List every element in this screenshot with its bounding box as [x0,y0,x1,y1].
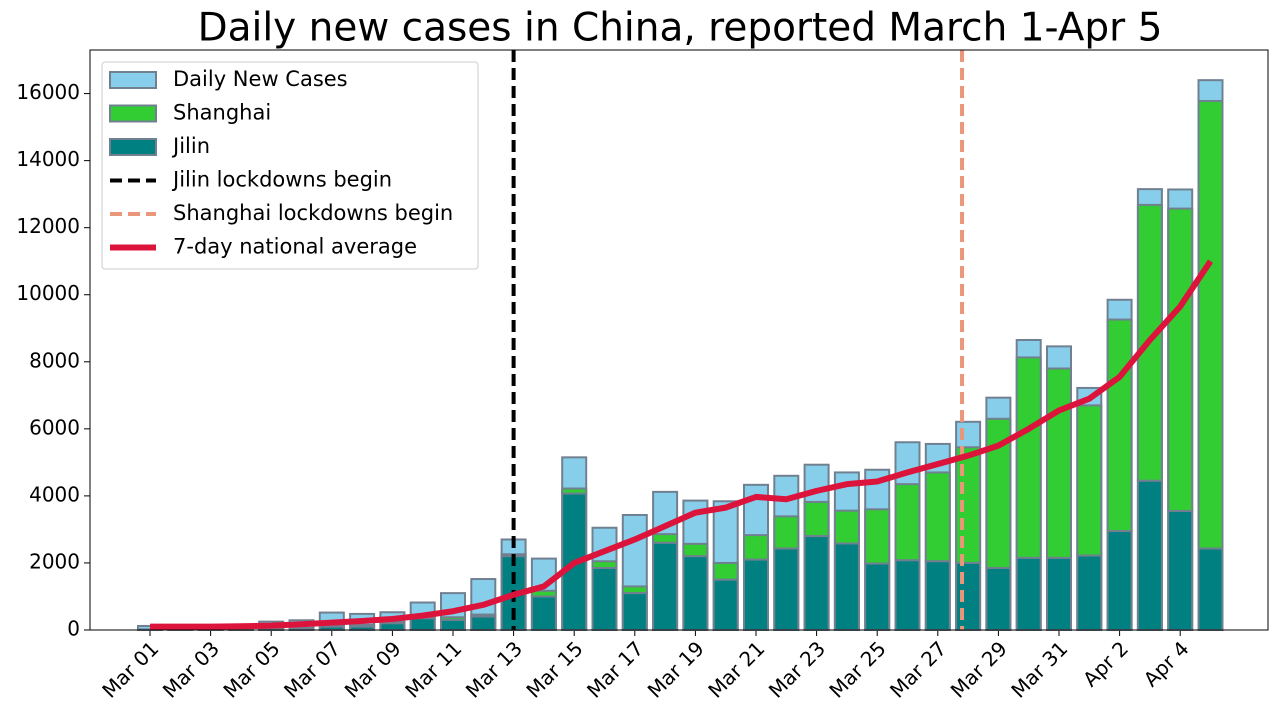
bar [1076,554,1103,632]
bar [621,585,648,595]
bar [712,561,739,581]
bar [803,500,830,538]
legend-label: Jilin [171,134,210,158]
bar [652,541,679,632]
legend-box [101,61,479,270]
bar [682,542,709,558]
bar [621,592,648,632]
bar [955,561,982,632]
bar [470,615,497,632]
bar [1197,99,1224,550]
bar [924,471,951,563]
bar [1015,556,1042,631]
bar [864,508,891,565]
bar [318,625,345,632]
bar [440,618,466,632]
bar [773,547,800,632]
legend-swatch [109,138,157,156]
bar [1046,556,1072,631]
bar [803,535,830,632]
bar [591,560,618,569]
bar [1197,547,1224,632]
chart-title: Daily new cases in China, reported March… [198,6,1163,51]
bar [773,515,800,550]
bar [894,483,921,562]
bar [833,542,860,631]
y-tick-label: 4000 [29,482,80,506]
y-tick-label: 10000 [16,281,80,305]
legend-label: Shanghai [173,101,271,125]
y-tick-label: 6000 [29,415,80,439]
bar [894,559,921,631]
legend-swatch [109,71,157,89]
y-tick-label: 14000 [16,147,80,171]
bar [743,534,769,561]
y-tick-label: 12000 [16,214,80,238]
bar [833,509,860,545]
legend-swatch [109,104,157,123]
bar [985,566,1012,631]
line-series [150,259,1213,630]
bar [1076,404,1103,557]
y-tick-label: 16000 [16,80,80,104]
bar [864,562,891,631]
bar [955,446,982,564]
bar [591,566,618,631]
bar [1106,530,1133,631]
legend-label: Jilin lockdowns begin [171,168,392,192]
bar [1015,356,1042,559]
legend-label: 7-day national average [173,235,417,259]
bar [1136,479,1163,631]
bar [530,595,557,632]
bar [682,555,709,632]
bar [1167,207,1194,512]
bar [1046,367,1072,559]
bar [924,560,951,631]
bar [379,622,406,632]
legend-label: Shanghai lockdowns begin [173,201,453,225]
bar [349,625,376,632]
legend-label: Daily New Cases [173,67,348,91]
bar [712,578,739,632]
bar [409,617,436,631]
y-tick-label: 0 [67,617,80,641]
plot-frame [89,49,1269,631]
bar [1106,318,1133,533]
bar [652,533,679,544]
bar [743,558,769,632]
y-tick-label: 8000 [29,348,80,372]
bar [1167,509,1194,632]
y-tick-label: 2000 [29,549,80,573]
